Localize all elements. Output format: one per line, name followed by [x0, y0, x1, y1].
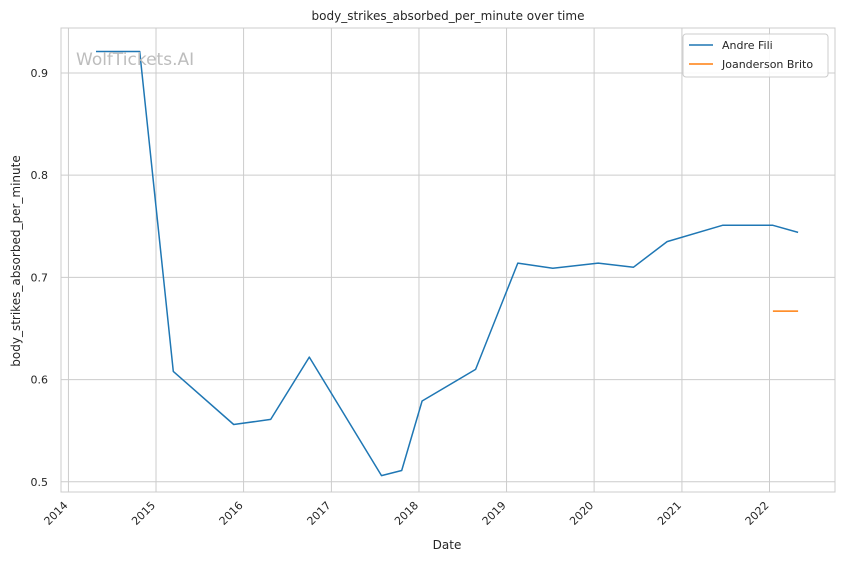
series-line-1: [96, 50, 799, 477]
x-tick-label: 2014: [42, 499, 71, 528]
y-axis-title: body_strikes_absorbed_per_minute: [9, 155, 23, 366]
x-tick-label: 2018: [392, 499, 421, 528]
x-tick-labels: 2014 2015 2016 2017 2018 2019 2020 2021 2022: [42, 499, 772, 528]
legend: Andre Fili Joanderson Brito: [682, 33, 829, 78]
plot-area: [60, 27, 836, 493]
y-tick-label: 0.8: [31, 169, 49, 182]
y-tick-label: 0.7: [31, 271, 49, 284]
x-axis-title: Date: [433, 538, 462, 552]
x-tick-label: 2019: [480, 499, 509, 528]
y-tick-label: 0.9: [31, 67, 49, 80]
y-tick-label: 0.5: [31, 476, 49, 489]
x-tick-label: 2021: [655, 499, 684, 528]
chart-title: body_strikes_absorbed_per_minute over ti…: [312, 9, 585, 23]
series-lines: [96, 50, 799, 477]
y-tick-label: 0.6: [31, 374, 49, 387]
x-tick-label: 2016: [217, 499, 246, 528]
legend-entry: Joanderson Brito: [721, 58, 813, 71]
legend-entry: Andre Fili: [722, 39, 773, 52]
watermark: WolfTickets.AI: [76, 50, 194, 70]
legend-box: [682, 33, 829, 78]
x-tick-label: 2015: [129, 499, 158, 528]
x-tick-label: 2020: [567, 499, 596, 528]
y-tick-labels: 0.5 0.6 0.7 0.8 0.9: [31, 67, 49, 489]
x-tick-label: 2022: [743, 499, 772, 528]
x-tick-label: 2017: [305, 499, 334, 528]
